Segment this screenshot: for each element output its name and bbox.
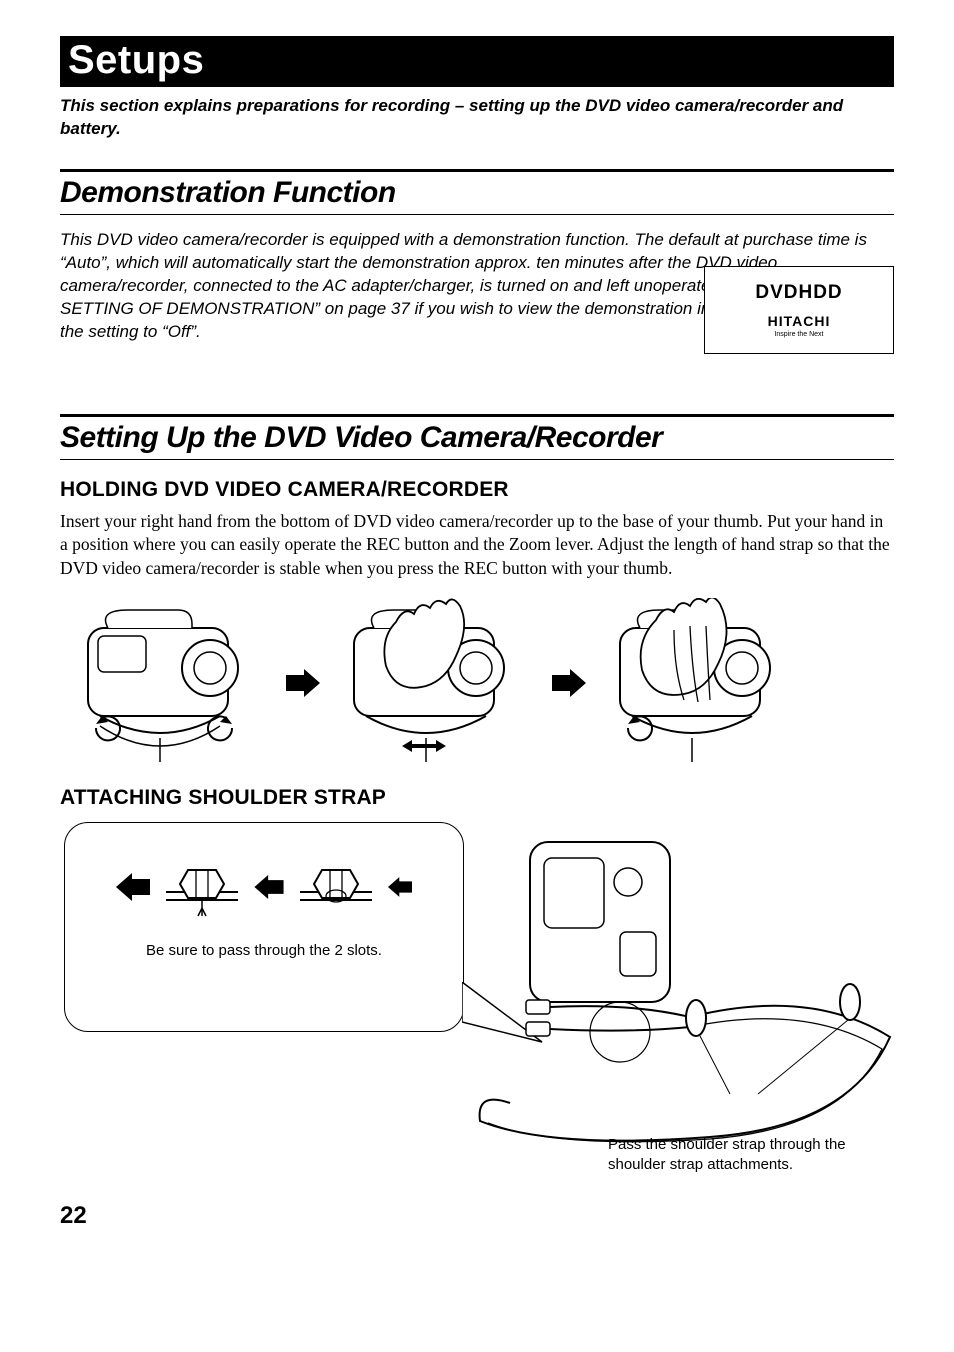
page-number: 22 bbox=[60, 1202, 894, 1230]
arrow-right-icon bbox=[286, 669, 320, 697]
dvdhdd-logo: DVDHDD bbox=[755, 282, 842, 304]
buckle-illustration-1 bbox=[162, 852, 242, 922]
holding-illustration-row bbox=[60, 598, 894, 768]
camera-illustration-3 bbox=[592, 598, 812, 768]
holding-body: Insert your right hand from the bottom o… bbox=[60, 510, 894, 581]
arrow-right-icon bbox=[552, 669, 586, 697]
camera-illustration-2 bbox=[326, 598, 546, 768]
camera-strap-illustration bbox=[470, 822, 900, 1162]
strap-heading: ATTACHING SHOULDER STRAP bbox=[60, 786, 894, 810]
buckle-illustration-2 bbox=[296, 852, 376, 922]
camera-illustration-1 bbox=[60, 598, 280, 768]
holding-heading: HOLDING DVD VIDEO CAMERA/RECORDER bbox=[60, 478, 894, 502]
arrow-left-icon bbox=[254, 875, 284, 899]
strap-callout: Pass the shoulder strap through the shou… bbox=[608, 1135, 858, 1174]
demo-heading: Demonstration Function bbox=[60, 176, 894, 215]
setups-banner: Setups bbox=[60, 36, 894, 87]
hitachi-tagline: Inspire the Next bbox=[768, 331, 831, 338]
divider bbox=[60, 414, 894, 417]
screen-logo-box: DVDHDD HITACHI Inspire the Next bbox=[704, 266, 894, 354]
arrow-left-icon bbox=[388, 876, 412, 898]
bubble-caption: Be sure to pass through the 2 slots. bbox=[146, 942, 382, 959]
intro-text: This section explains preparations for r… bbox=[60, 95, 894, 141]
hitachi-logo: HITACHI bbox=[768, 313, 831, 329]
setup-heading: Setting Up the DVD Video Camera/Recorder bbox=[60, 421, 894, 460]
divider bbox=[60, 169, 894, 172]
banner-title: Setups bbox=[68, 38, 204, 82]
strap-illustration: Be sure to pass through the 2 slots. bbox=[60, 818, 894, 1178]
arrow-left-icon bbox=[116, 873, 150, 901]
